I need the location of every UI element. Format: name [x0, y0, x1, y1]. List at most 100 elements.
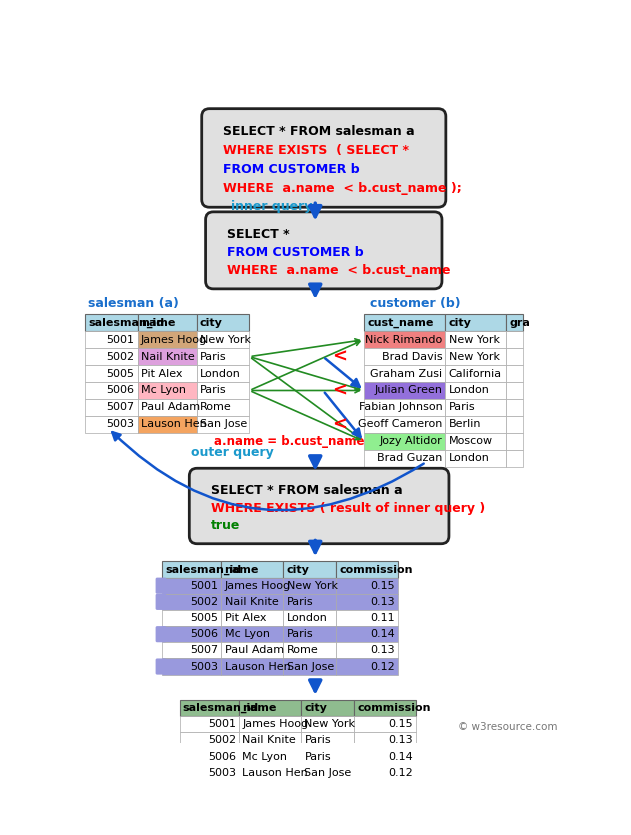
Text: Paris: Paris — [304, 736, 331, 746]
Text: <: < — [333, 382, 347, 399]
FancyBboxPatch shape — [156, 626, 167, 642]
Text: 5007: 5007 — [191, 645, 218, 655]
FancyBboxPatch shape — [364, 314, 445, 331]
FancyBboxPatch shape — [301, 700, 354, 716]
Text: Pit Alex: Pit Alex — [225, 613, 266, 623]
FancyBboxPatch shape — [180, 748, 239, 765]
FancyBboxPatch shape — [138, 365, 197, 382]
FancyBboxPatch shape — [506, 382, 523, 399]
Text: © w3resource.com: © w3resource.com — [458, 721, 558, 731]
FancyBboxPatch shape — [162, 594, 221, 610]
Text: California: California — [449, 368, 502, 378]
FancyBboxPatch shape — [180, 700, 239, 716]
FancyBboxPatch shape — [138, 399, 197, 416]
Text: New York: New York — [449, 352, 500, 362]
FancyBboxPatch shape — [85, 416, 138, 433]
FancyBboxPatch shape — [138, 416, 197, 433]
Text: 5006: 5006 — [208, 752, 236, 762]
FancyBboxPatch shape — [336, 626, 398, 642]
FancyBboxPatch shape — [156, 578, 167, 594]
FancyBboxPatch shape — [445, 348, 506, 365]
Text: Mc Lyon: Mc Lyon — [242, 752, 287, 762]
Text: Brad Guzan: Brad Guzan — [377, 453, 442, 463]
FancyBboxPatch shape — [239, 732, 301, 748]
FancyBboxPatch shape — [364, 433, 445, 450]
FancyBboxPatch shape — [197, 365, 249, 382]
Text: Paris: Paris — [200, 352, 227, 362]
FancyBboxPatch shape — [354, 716, 416, 732]
FancyBboxPatch shape — [336, 610, 398, 626]
Text: Brad Davis: Brad Davis — [382, 352, 442, 362]
FancyBboxPatch shape — [239, 765, 301, 781]
FancyBboxPatch shape — [221, 659, 283, 675]
FancyBboxPatch shape — [221, 594, 283, 610]
Text: Graham Zusi: Graham Zusi — [370, 368, 442, 378]
FancyBboxPatch shape — [283, 578, 336, 594]
Text: New York: New York — [449, 335, 500, 345]
FancyBboxPatch shape — [364, 399, 445, 416]
Text: New York: New York — [200, 335, 251, 345]
FancyBboxPatch shape — [85, 331, 138, 348]
Text: London: London — [286, 613, 327, 623]
Text: 5007: 5007 — [107, 402, 134, 412]
Text: Nail Knite: Nail Knite — [141, 352, 194, 362]
Text: Paul Adam: Paul Adam — [141, 402, 200, 412]
Text: 0.14: 0.14 — [370, 630, 395, 640]
Text: WHERE  a.name  < b.cust_name );: WHERE a.name < b.cust_name ); — [223, 182, 462, 195]
Text: customer (b): customer (b) — [370, 296, 460, 310]
FancyBboxPatch shape — [202, 109, 446, 207]
FancyBboxPatch shape — [354, 748, 416, 765]
FancyBboxPatch shape — [445, 433, 506, 450]
FancyBboxPatch shape — [197, 348, 249, 365]
Text: Berlin: Berlin — [449, 419, 481, 429]
Text: WHERE  a.name  < b.cust_name: WHERE a.name < b.cust_name — [227, 264, 451, 277]
Text: 0.13: 0.13 — [370, 645, 395, 655]
FancyBboxPatch shape — [180, 732, 239, 748]
FancyBboxPatch shape — [239, 700, 301, 716]
Text: SELECT *: SELECT * — [227, 228, 290, 241]
FancyBboxPatch shape — [239, 716, 301, 732]
FancyBboxPatch shape — [506, 331, 523, 348]
FancyBboxPatch shape — [206, 212, 442, 289]
FancyBboxPatch shape — [506, 365, 523, 382]
FancyBboxPatch shape — [301, 732, 354, 748]
FancyBboxPatch shape — [197, 399, 249, 416]
FancyBboxPatch shape — [364, 365, 445, 382]
FancyBboxPatch shape — [189, 468, 449, 544]
FancyBboxPatch shape — [85, 314, 138, 331]
FancyBboxPatch shape — [197, 331, 249, 348]
Text: FROM CUSTOMER b: FROM CUSTOMER b — [227, 246, 364, 259]
Text: Paris: Paris — [449, 402, 475, 412]
Text: Nail Knite: Nail Knite — [242, 736, 296, 746]
FancyBboxPatch shape — [85, 348, 138, 365]
Text: New York: New York — [286, 580, 338, 590]
FancyBboxPatch shape — [197, 382, 249, 399]
FancyBboxPatch shape — [156, 594, 167, 610]
FancyBboxPatch shape — [221, 642, 283, 659]
Text: Lauson Hen: Lauson Hen — [141, 419, 206, 429]
Text: 0.11: 0.11 — [370, 613, 395, 623]
Text: James Hoog: James Hoog — [141, 335, 207, 345]
FancyBboxPatch shape — [162, 642, 221, 659]
Text: Lauson Hen: Lauson Hen — [242, 768, 308, 777]
FancyBboxPatch shape — [336, 561, 398, 578]
Text: salesman_id: salesman_id — [88, 317, 164, 328]
Text: 0.13: 0.13 — [370, 597, 395, 607]
Text: <: < — [333, 347, 347, 366]
Text: Mc Lyon: Mc Lyon — [225, 630, 269, 640]
FancyBboxPatch shape — [336, 578, 398, 594]
FancyBboxPatch shape — [354, 732, 416, 748]
Text: 0.15: 0.15 — [388, 719, 413, 729]
Text: London: London — [449, 453, 490, 463]
Text: outer query: outer query — [191, 446, 274, 459]
FancyBboxPatch shape — [197, 314, 249, 331]
Text: New York: New York — [304, 719, 355, 729]
Text: salesman_id: salesman_id — [165, 564, 241, 574]
Text: Moscow: Moscow — [449, 437, 493, 447]
Text: FROM CUSTOMER b: FROM CUSTOMER b — [223, 163, 360, 176]
Text: city: city — [200, 318, 223, 327]
Text: gra: gra — [509, 318, 530, 327]
Text: Lauson Hen: Lauson Hen — [225, 661, 290, 671]
Text: city: city — [449, 318, 471, 327]
Text: Fabian Johnson: Fabian Johnson — [358, 402, 442, 412]
